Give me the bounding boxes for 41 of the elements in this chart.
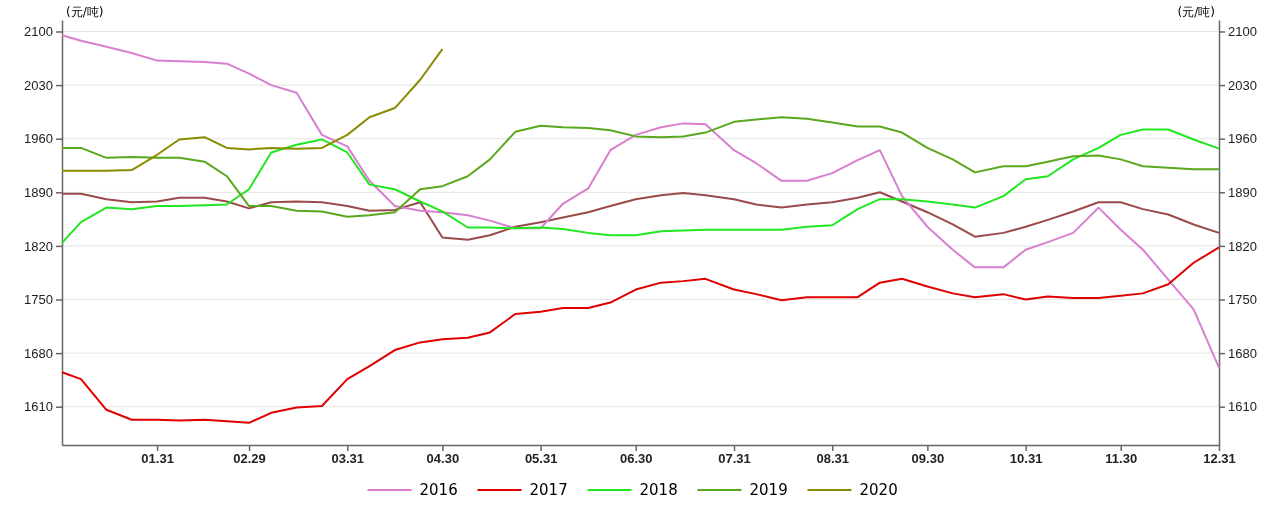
x-tick-label: 03.31 (331, 451, 365, 467)
y-tick-label: 2100 (24, 24, 53, 40)
y-tick-label: 1750 (24, 292, 53, 308)
legend-label: 2020 (859, 481, 898, 499)
y2-tick-label: 1820 (1228, 238, 1257, 254)
x-tick-label: 09.30 (911, 451, 945, 467)
line-series (61, 34, 1220, 369)
x-tick-label: 11.30 (1105, 451, 1138, 467)
legend-label: 2016 (419, 481, 458, 499)
x-tick-label: 10.31 (1009, 451, 1043, 467)
y2-tick-label: 2100 (1228, 24, 1257, 40)
y-tick-label: 2030 (24, 77, 53, 93)
y2-axis-title: (元/吨) (1177, 5, 1215, 19)
y2-tick-label: 1960 (1228, 131, 1257, 147)
y2-tick-label: 1610 (1228, 399, 1257, 415)
x-tick-label: 07.31 (718, 451, 751, 467)
line-series (61, 191, 1220, 241)
line-series (61, 246, 1220, 424)
legend-label: 2019 (749, 481, 788, 499)
y2-tick-label: 1680 (1228, 345, 1257, 361)
x-tick-label: 08.31 (816, 451, 850, 467)
line-series (61, 128, 1220, 244)
y2-tick-label: 2030 (1228, 77, 1257, 93)
x-tick-label: 02.29 (233, 451, 266, 467)
legend-label: 2017 (529, 481, 568, 499)
x-tick-label: 05.31 (524, 451, 558, 467)
y-axis-title: (元/吨) (66, 5, 104, 19)
y-tick-label: 1680 (24, 345, 53, 361)
line-series (61, 116, 1220, 218)
x-tick-label: 12.31 (1203, 451, 1236, 467)
y-tick-label: 1610 (24, 399, 53, 415)
x-tick-label: 04.30 (426, 451, 460, 467)
x-tick-label: 06.30 (619, 451, 653, 467)
line-series (61, 48, 444, 172)
legend-label: 2018 (639, 481, 678, 499)
y-tick-label: 1960 (24, 131, 53, 147)
y-tick-label: 1820 (24, 238, 53, 254)
y2-tick-label: 1750 (1228, 292, 1257, 308)
y-tick-label: 1890 (24, 184, 53, 200)
x-tick-label: 01.31 (141, 451, 174, 467)
y2-tick-label: 1890 (1228, 184, 1257, 200)
